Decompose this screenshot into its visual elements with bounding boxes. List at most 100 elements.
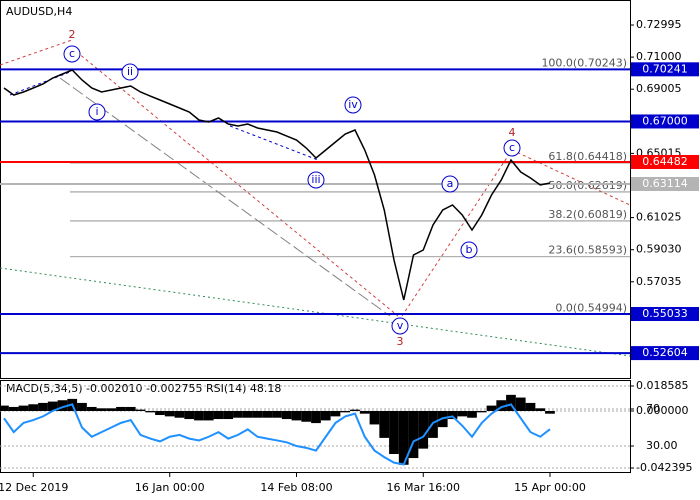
wave-circle (63, 45, 81, 63)
wave-circle (391, 317, 409, 335)
wave-circle (441, 175, 459, 193)
fib-label: 50.0(0.62619) (548, 179, 627, 192)
macd-bar (164, 410, 175, 417)
macd-bar (57, 400, 68, 411)
y-tick-label: 0.57035 (636, 275, 682, 288)
macd-bar (496, 400, 507, 411)
trend-line (401, 149, 513, 317)
macd-bar (125, 406, 136, 411)
macd-bar (389, 410, 399, 455)
level-box (631, 62, 699, 77)
macd-bar (86, 406, 97, 411)
macd-bar (8, 406, 19, 411)
macd-bar (506, 394, 516, 411)
macd-bar (340, 410, 351, 413)
wave-circle (88, 103, 106, 121)
main-frame (0, 0, 631, 379)
channel-line (0, 267, 631, 357)
y-tick-label: 0.72995 (636, 18, 682, 31)
x-tick-label: 14 Feb 08:00 (260, 481, 332, 494)
macd-bar (145, 410, 156, 413)
macd-bar (272, 410, 282, 418)
price-line (3, 69, 551, 301)
level-box (631, 307, 699, 322)
macd-bar (291, 410, 302, 421)
wave-label: iii (311, 173, 320, 186)
macd-bar (194, 410, 204, 421)
channel-line (59, 77, 391, 317)
macd-bar (233, 410, 243, 418)
macd-bar (0, 405, 9, 411)
fib-label: 0.0(0.54994) (555, 302, 627, 315)
macd-bar (379, 410, 390, 438)
macd-bar (525, 402, 536, 411)
macd-bar (398, 410, 409, 465)
level-box (631, 114, 699, 129)
x-tick-label: 16 Jan 00:00 (135, 481, 205, 494)
trend-line (0, 39, 73, 66)
y-tick-label: 30.00 (646, 439, 678, 452)
wave-label: c (69, 47, 75, 60)
wave-line (9, 71, 71, 96)
level-box (631, 176, 699, 191)
level-label: 0.63114 (642, 177, 688, 190)
macd-bar (96, 408, 107, 411)
level-label: 0.67000 (642, 114, 688, 127)
macd-bar (545, 410, 555, 414)
wave-label: a (447, 177, 454, 190)
macd-bar (47, 401, 58, 411)
wave-label: 2 (69, 28, 76, 41)
y-tick-label: 0.71000 (636, 50, 682, 63)
level-label: 0.55033 (642, 307, 688, 320)
rsi-line (3, 403, 551, 466)
wave-label: ii (127, 65, 133, 78)
macd-bar (515, 397, 526, 411)
x-tick-label: 16 Mar 16:00 (387, 481, 460, 494)
y-tick-label: 0.61025 (636, 211, 682, 224)
macd-bar (476, 410, 487, 413)
fib-label: 100.0(0.70243) (541, 56, 627, 69)
y-tick-label: -0.042395 (636, 461, 692, 474)
wave-circle (121, 63, 139, 81)
x-tick-label: 12 Dec 2019 (0, 481, 68, 494)
level-label: 0.52604 (642, 346, 688, 359)
macd-bar (203, 410, 214, 421)
macd-bar (18, 405, 29, 411)
y-tick-label: 70 (646, 402, 660, 415)
wave-circle (503, 139, 521, 157)
y-tick-label: 0.018585 (636, 379, 689, 392)
macd-bar (38, 402, 48, 411)
wave-label: c (509, 141, 515, 154)
macd-bar (77, 402, 87, 411)
fib-label: 38.2(0.60819) (548, 208, 627, 221)
wave-label: i (95, 105, 98, 118)
wave-circle (307, 171, 325, 189)
macd-bar (262, 410, 273, 418)
y-tick-label: 0.000000 (636, 404, 689, 417)
wave-label: b (466, 243, 473, 256)
y-tick-label: 0.69005 (636, 82, 682, 95)
wave-circle (460, 241, 478, 259)
wave-line (229, 125, 319, 161)
chart-title: AUDUSD,H4 (6, 5, 72, 18)
macd-bar (281, 410, 292, 420)
macd-bar (311, 410, 321, 424)
macd-bar (213, 410, 224, 420)
macd-bar (359, 410, 370, 414)
level-label: 0.70241 (642, 62, 688, 75)
macd-bar (320, 410, 331, 421)
level-box (631, 346, 699, 361)
macd-bar (184, 410, 195, 420)
macd-bar (369, 410, 380, 425)
wave-label: iv (348, 98, 358, 111)
wave-circle (344, 96, 362, 114)
macd-bar (28, 404, 39, 411)
macd-bar (155, 410, 165, 416)
macd-bar (174, 410, 185, 418)
macd-bar (223, 410, 234, 420)
trend-line (71, 47, 399, 317)
macd-bar (135, 409, 146, 411)
level-label: 0.64482 (642, 155, 688, 168)
